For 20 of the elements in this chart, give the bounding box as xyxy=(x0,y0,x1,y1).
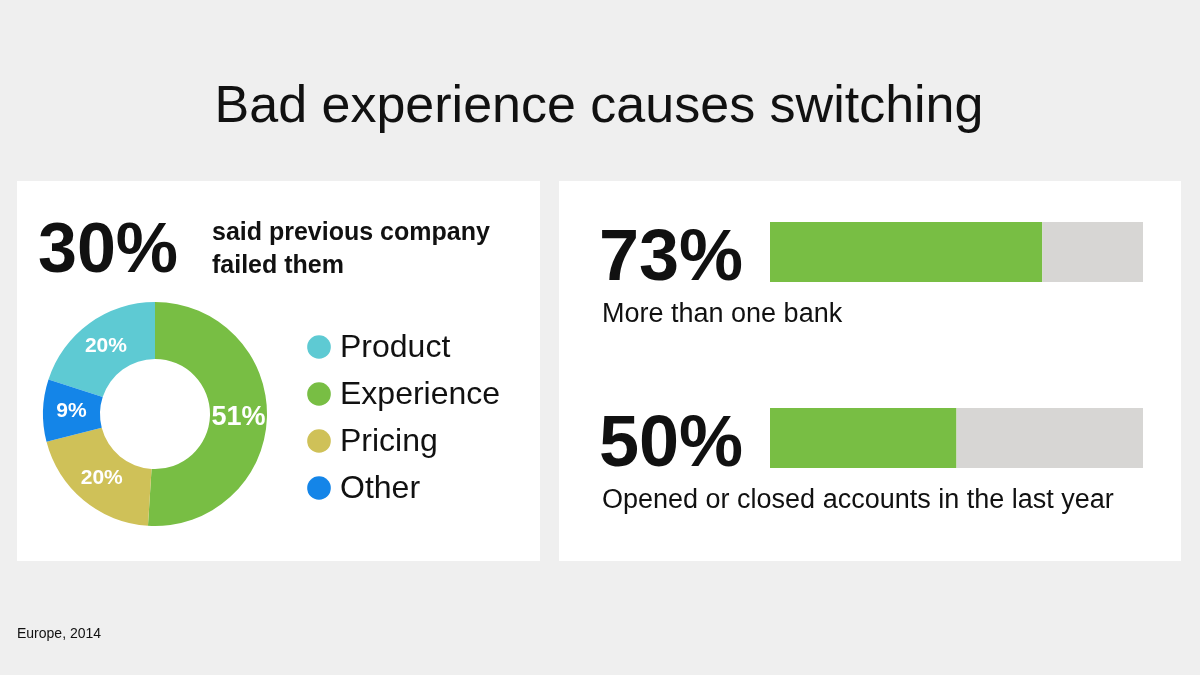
chart-title: Bad experience causes switching xyxy=(214,75,984,133)
legend-label: Experience xyxy=(340,375,501,411)
text: 30% xyxy=(38,209,179,287)
legend-label: Other xyxy=(340,469,421,505)
data-label: 9% xyxy=(56,398,88,422)
donut-slice xyxy=(43,379,103,442)
text: said previous company failed them xyxy=(212,217,490,278)
donut-slice xyxy=(48,302,155,397)
data-label: 51% xyxy=(211,400,266,431)
data-label: 50% xyxy=(599,401,744,482)
legend-label: Product xyxy=(340,328,451,364)
data-label: 20% xyxy=(80,465,124,489)
text: Europe, 2014 xyxy=(17,625,102,641)
donut-slice xyxy=(147,302,267,526)
legend-label: Pricing xyxy=(340,422,438,458)
donut-slice xyxy=(46,427,152,526)
data-label: 73% xyxy=(599,214,744,295)
category-label: More than one bank xyxy=(602,297,843,328)
category-label: Opened or closed accounts in the last year xyxy=(602,484,1114,515)
data-label: 20% xyxy=(84,333,128,357)
